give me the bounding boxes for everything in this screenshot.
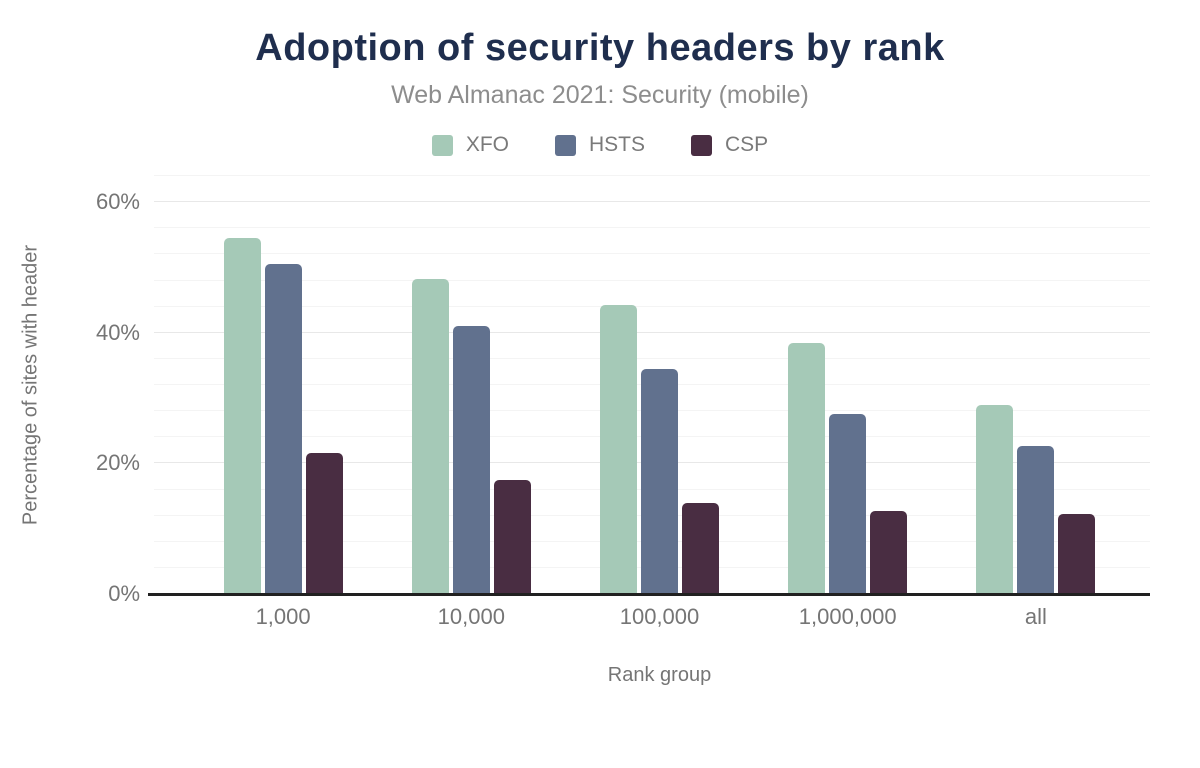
bar-hsts-1000 — [264, 263, 302, 594]
y-axis-title: Percentage of sites with header — [0, 176, 62, 594]
bar-xfo-all — [976, 405, 1014, 594]
legend-item-hsts: HSTS — [554, 133, 645, 157]
legend-item-csp: CSP — [691, 133, 768, 157]
y-tick-label-0: 0% — [108, 581, 140, 606]
x-tick-label-100000: 100,000 — [619, 604, 700, 629]
bar-csp-1000000 — [870, 511, 908, 594]
bar-xfo-10000 — [411, 279, 449, 594]
bar-csp-10000 — [493, 480, 531, 594]
minor-gridline-64 — [154, 175, 1150, 176]
bar-hsts-1000000 — [829, 413, 867, 594]
legend-swatch-csp — [691, 134, 712, 156]
minor-gridline-48 — [154, 279, 1150, 281]
legend-swatch-hsts — [554, 134, 576, 156]
bar-group-1000 — [189, 176, 377, 594]
legend-swatch-xfo — [431, 134, 453, 156]
bar-csp-1000 — [305, 452, 343, 594]
plot-wrap: 1,000 10,000 100,000 1,000,000 all Rank grou… — [148, 175, 1150, 687]
y-tick-label-40: 40% — [95, 319, 140, 345]
bar-hsts-all — [1017, 445, 1055, 594]
y-tick-label-60: 60% — [95, 189, 140, 215]
minor-gridline-52 — [154, 253, 1150, 255]
security-headers-chart: Adoption of security headers by rank Web… — [0, 26, 1200, 768]
bar-group-1000000 — [754, 176, 942, 594]
x-tick-label-1000: 1,000 — [255, 604, 311, 629]
bar-csp-all — [1058, 514, 1096, 594]
legend-label-csp: CSP — [725, 133, 769, 156]
minor-gridline-36 — [154, 357, 1150, 359]
x-axis-title: Rank group — [607, 664, 712, 686]
legend-label-hsts: HSTS — [588, 133, 645, 156]
bar-group-100000 — [565, 176, 753, 594]
x-tick-label-1000000: 1,000,000 — [798, 604, 897, 629]
chart-title: Adoption of security headers by rank — [255, 27, 945, 69]
plot-area — [148, 175, 1150, 596]
bar-csp-100000 — [682, 502, 719, 594]
chart-area: Percentage of sites with header 0% 20% 40%… — [0, 175, 1200, 687]
major-gridline-60 — [154, 201, 1150, 203]
bar-xfo-100000 — [600, 304, 637, 594]
x-tick-label-all: all — [1024, 604, 1047, 629]
bar-xfo-1000 — [223, 238, 261, 594]
y-tick-label-20: 20% — [95, 450, 140, 476]
bar-hsts-100000 — [641, 369, 678, 594]
chart-legend: XFO HSTS CSP — [0, 132, 1200, 158]
bar-hsts-10000 — [452, 326, 490, 594]
bar-group-10000 — [377, 176, 565, 594]
legend-item-xfo: XFO — [431, 133, 509, 157]
x-tick-label-10000: 10,000 — [437, 604, 505, 629]
y-axis-title-text: Percentage of sites with header — [19, 244, 42, 526]
minor-gridline-44 — [154, 305, 1150, 307]
bar-group-all — [942, 176, 1130, 594]
x-axis-tick-labels: 1,000 10,000 100,000 1,000,000 all — [154, 604, 1150, 630]
bars-row — [154, 176, 1150, 594]
minor-gridline-56 — [154, 227, 1150, 229]
y-axis-tick-labels: 0% 20% 40% 60% — [62, 176, 154, 605]
x-axis-line — [148, 593, 1150, 596]
legend-label-xfo: XFO — [465, 133, 509, 156]
chart-subtitle: Web Almanac 2021: Security (mobile) — [391, 81, 809, 109]
bar-xfo-1000000 — [788, 342, 826, 594]
major-gridline-40 — [154, 331, 1150, 333]
